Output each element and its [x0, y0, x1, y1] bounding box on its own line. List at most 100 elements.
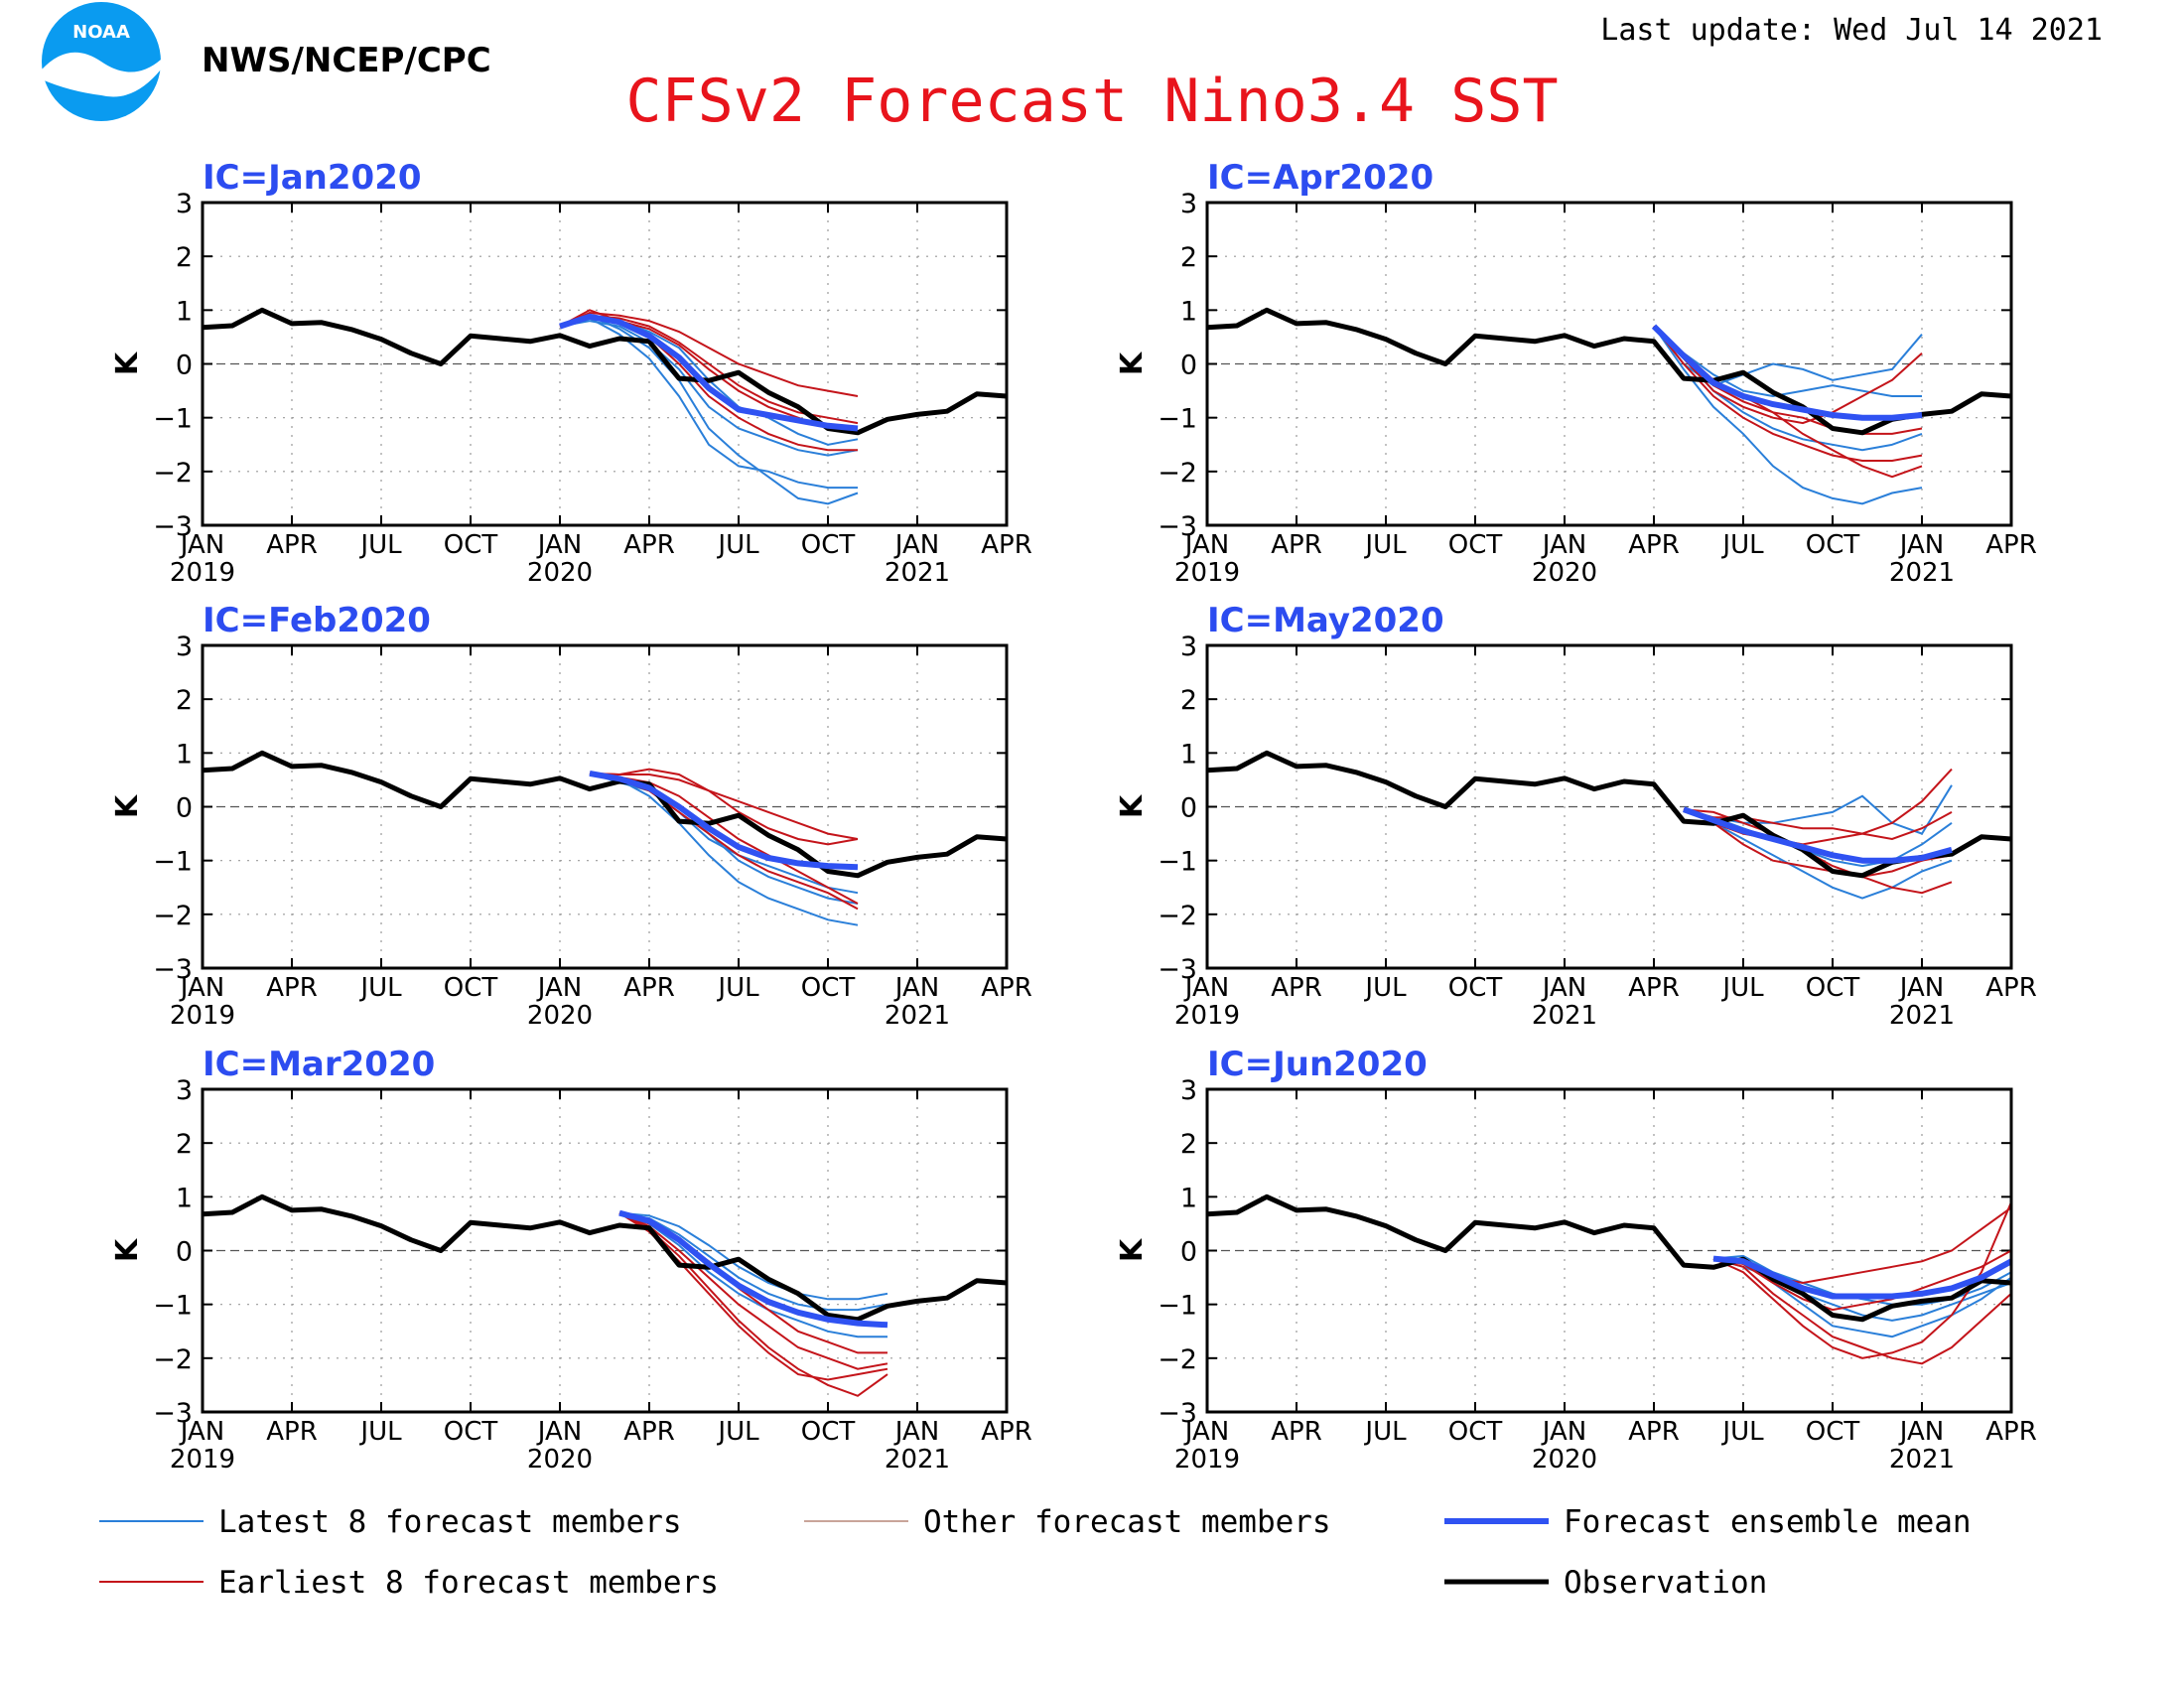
x-tick-month-label: JUL	[716, 973, 759, 1003]
ensemble-mean-line	[1651, 324, 1923, 421]
x-tick-month-label: APR	[266, 1417, 318, 1447]
observation-line	[202, 750, 1008, 879]
latest-member-line	[618, 1211, 887, 1338]
x-tick-month-label: OCT	[1448, 1417, 1503, 1447]
panel-title: IC=May2020	[1207, 601, 1444, 640]
y-axis-label: K	[110, 351, 145, 375]
y-tick-label: −1	[1158, 847, 1197, 878]
x-tick-month-label: APR	[623, 1417, 675, 1447]
x-tick-month-label: JUL	[1720, 1417, 1764, 1447]
x-tick-year-label: 2020	[527, 558, 593, 588]
x-tick-year-label: 2021	[885, 558, 950, 588]
noaa-logo-bird	[42, 52, 161, 97]
latest-member-line	[589, 772, 859, 895]
y-axis-label: K	[1115, 1237, 1150, 1262]
y-tick-label: 0	[1180, 351, 1197, 381]
earliest-member-line	[1712, 1257, 2012, 1365]
y-tick-label: −3	[153, 511, 193, 542]
x-tick-month-label: JUL	[1363, 530, 1407, 560]
x-tick-month-label: OCT	[1806, 530, 1860, 560]
y-tick-label: 2	[1180, 242, 1197, 273]
latest-member-line	[618, 1211, 888, 1312]
panel-title: IC=Jun2020	[1207, 1045, 1428, 1084]
y-tick-label: 1	[176, 1183, 193, 1213]
x-tick-month-label: OCT	[801, 530, 856, 560]
x-tick-month-label: JAN	[1898, 530, 1944, 560]
earliest-member-line	[589, 772, 859, 840]
x-tick-year-label: 2019	[1174, 1001, 1240, 1031]
observation-line	[1206, 307, 2012, 436]
x-tick-year-label: 2019	[170, 558, 235, 588]
x-tick-month-label: JAN	[536, 973, 582, 1003]
y-tick-label: 3	[1180, 632, 1197, 662]
y-tick-label: 2	[1180, 1129, 1197, 1160]
x-tick-month-label: OCT	[444, 973, 498, 1003]
x-tick-month-label: JUL	[1363, 973, 1407, 1003]
y-tick-label: 0	[176, 793, 193, 824]
x-tick-month-label: JAN	[1183, 530, 1229, 560]
y-tick-label: −1	[1158, 404, 1197, 435]
x-tick-month-label: JAN	[179, 1417, 224, 1447]
x-tick-month-label: APR	[1628, 530, 1680, 560]
x-tick-month-label: APR	[1628, 1417, 1680, 1447]
x-tick-year-label: 2021	[885, 1445, 950, 1475]
earliest-member-line	[1712, 1201, 2012, 1359]
x-tick-month-label: JAN	[1183, 1417, 1229, 1447]
y-tick-label: −3	[1158, 954, 1197, 985]
y-tick-label: −2	[1158, 1344, 1197, 1375]
x-tick-month-label: JAN	[1541, 1417, 1586, 1447]
y-tick-label: 2	[176, 685, 193, 716]
x-tick-month-label: JAN	[1898, 973, 1944, 1003]
x-tick-year-label: 2019	[170, 1445, 235, 1475]
x-tick-year-label: 2020	[527, 1445, 593, 1475]
latest-member-line	[1653, 325, 1922, 398]
x-tick-month-label: APR	[1271, 530, 1322, 560]
y-tick-label: 0	[176, 1237, 193, 1268]
x-tick-year-label: 2021	[1889, 1001, 1955, 1031]
observation-line	[202, 1194, 1008, 1323]
x-tick-month-label: APR	[1985, 530, 2037, 560]
y-tick-label: −3	[153, 954, 193, 985]
main-title: CFSv2 Forecast Nino3.4 SST	[625, 67, 1558, 136]
ensemble-mean-line	[589, 770, 859, 871]
x-tick-month-label: OCT	[1806, 973, 1860, 1003]
agency-label: NWS/NCEP/CPC	[202, 41, 491, 80]
latest-member-line	[1683, 808, 1953, 900]
panel-title: IC=Mar2020	[203, 1045, 435, 1084]
observation-line	[1206, 1194, 2012, 1323]
earliest-member-line	[1683, 808, 1953, 878]
latest-member-line	[559, 320, 859, 457]
x-tick-month-label: OCT	[1448, 530, 1503, 560]
ensemble-mean-line	[1712, 1255, 2013, 1300]
x-tick-month-label: JUL	[716, 530, 759, 560]
noaa-logo-text: NOAA	[72, 22, 130, 43]
x-tick-year-label: 2019	[1174, 558, 1240, 588]
x-tick-month-label: JUL	[1363, 1417, 1407, 1447]
x-tick-month-label: APR	[981, 973, 1032, 1003]
legend-mean-label: Forecast ensemble mean	[1564, 1504, 1972, 1540]
y-axis-label: K	[110, 793, 145, 818]
x-tick-month-label: JUL	[1720, 973, 1764, 1003]
panel-frame	[1205, 643, 2013, 970]
ensemble-mean-line	[618, 1209, 888, 1329]
y-tick-label: 1	[176, 296, 193, 327]
x-tick-month-label: JUL	[358, 973, 402, 1003]
x-tick-year-label: 2020	[1532, 1445, 1597, 1475]
ensemble-mean-line	[1682, 806, 1953, 864]
y-tick-label: 2	[1180, 685, 1197, 716]
x-tick-month-label: OCT	[1806, 1417, 1860, 1447]
x-tick-year-label: 2021	[885, 1001, 950, 1031]
x-tick-month-label: APR	[623, 973, 675, 1003]
x-tick-year-label: 2020	[1532, 558, 1597, 588]
x-tick-month-label: JUL	[1720, 530, 1764, 560]
y-axis-label: K	[1115, 351, 1150, 375]
x-tick-year-label: 2019	[170, 1001, 235, 1031]
observation-line	[202, 307, 1008, 436]
y-tick-label: −2	[153, 458, 193, 489]
noaa-logo: NOAA	[42, 2, 161, 121]
x-tick-month-label: JUL	[716, 1417, 759, 1447]
panel-title: IC=Jan2020	[203, 158, 422, 198]
x-tick-year-label: 2019	[1174, 1445, 1240, 1475]
x-tick-month-label: APR	[1985, 1417, 2037, 1447]
y-tick-label: 3	[1180, 1075, 1197, 1106]
